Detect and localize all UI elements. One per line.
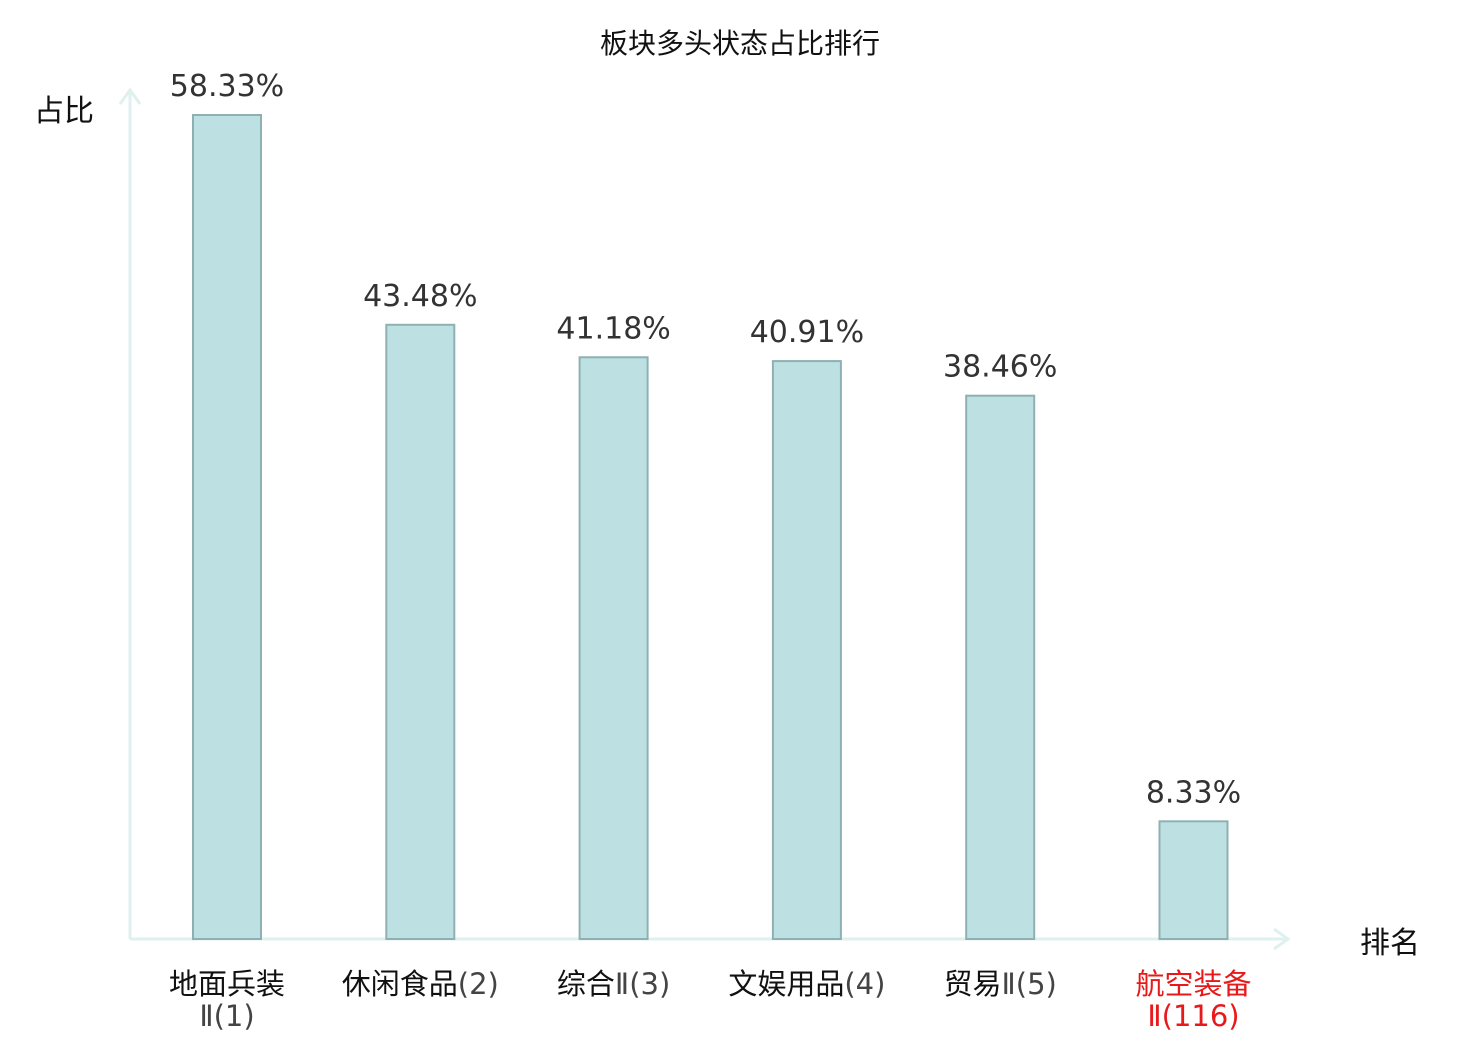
value-label: 43.48% [363, 279, 477, 314]
value-label: 41.18% [556, 311, 670, 346]
category-label: 休闲食品(2) [342, 967, 499, 1001]
category-label: 综合Ⅱ(3) [557, 967, 670, 1001]
value-label: 8.33% [1146, 775, 1241, 810]
bars-group [192, 114, 1229, 941]
chart-title: 板块多头状态占比排行 [600, 27, 880, 60]
x-axis-arrow-icon [1273, 927, 1291, 951]
value-label: 38.46% [943, 350, 1057, 385]
category-label: 贸易Ⅱ(5) [944, 967, 1057, 1001]
category-labels-group: 地面兵装 Ⅱ(1) 休闲食品(2) 综合Ⅱ(3) 文娱用品(4) 贸易Ⅱ(5) 航空装备 Ⅱ(… [169, 967, 1252, 1033]
value-labels-group: 58.33% 43.48% 41.18% 40.91% 38.46% 8.33% [170, 69, 1241, 810]
value-label: 40.91% [750, 315, 864, 350]
value-label: 58.33% [170, 69, 284, 104]
bar [771, 360, 842, 941]
bar [578, 356, 649, 940]
y-axis-arrow-icon [118, 87, 142, 105]
bar [965, 394, 1036, 940]
y-axis-label: 占比 [34, 94, 94, 129]
category-label: 文娱用品(4) [728, 967, 885, 1001]
category-label: 地面兵装 Ⅱ(1) [169, 967, 285, 1033]
bar [385, 323, 456, 940]
axes [118, 87, 1291, 951]
bar [192, 114, 262, 940]
bar [1158, 820, 1229, 940]
category-label: 航空装备 Ⅱ(116) [1135, 967, 1251, 1033]
x-axis-label: 排名 [1360, 926, 1420, 961]
